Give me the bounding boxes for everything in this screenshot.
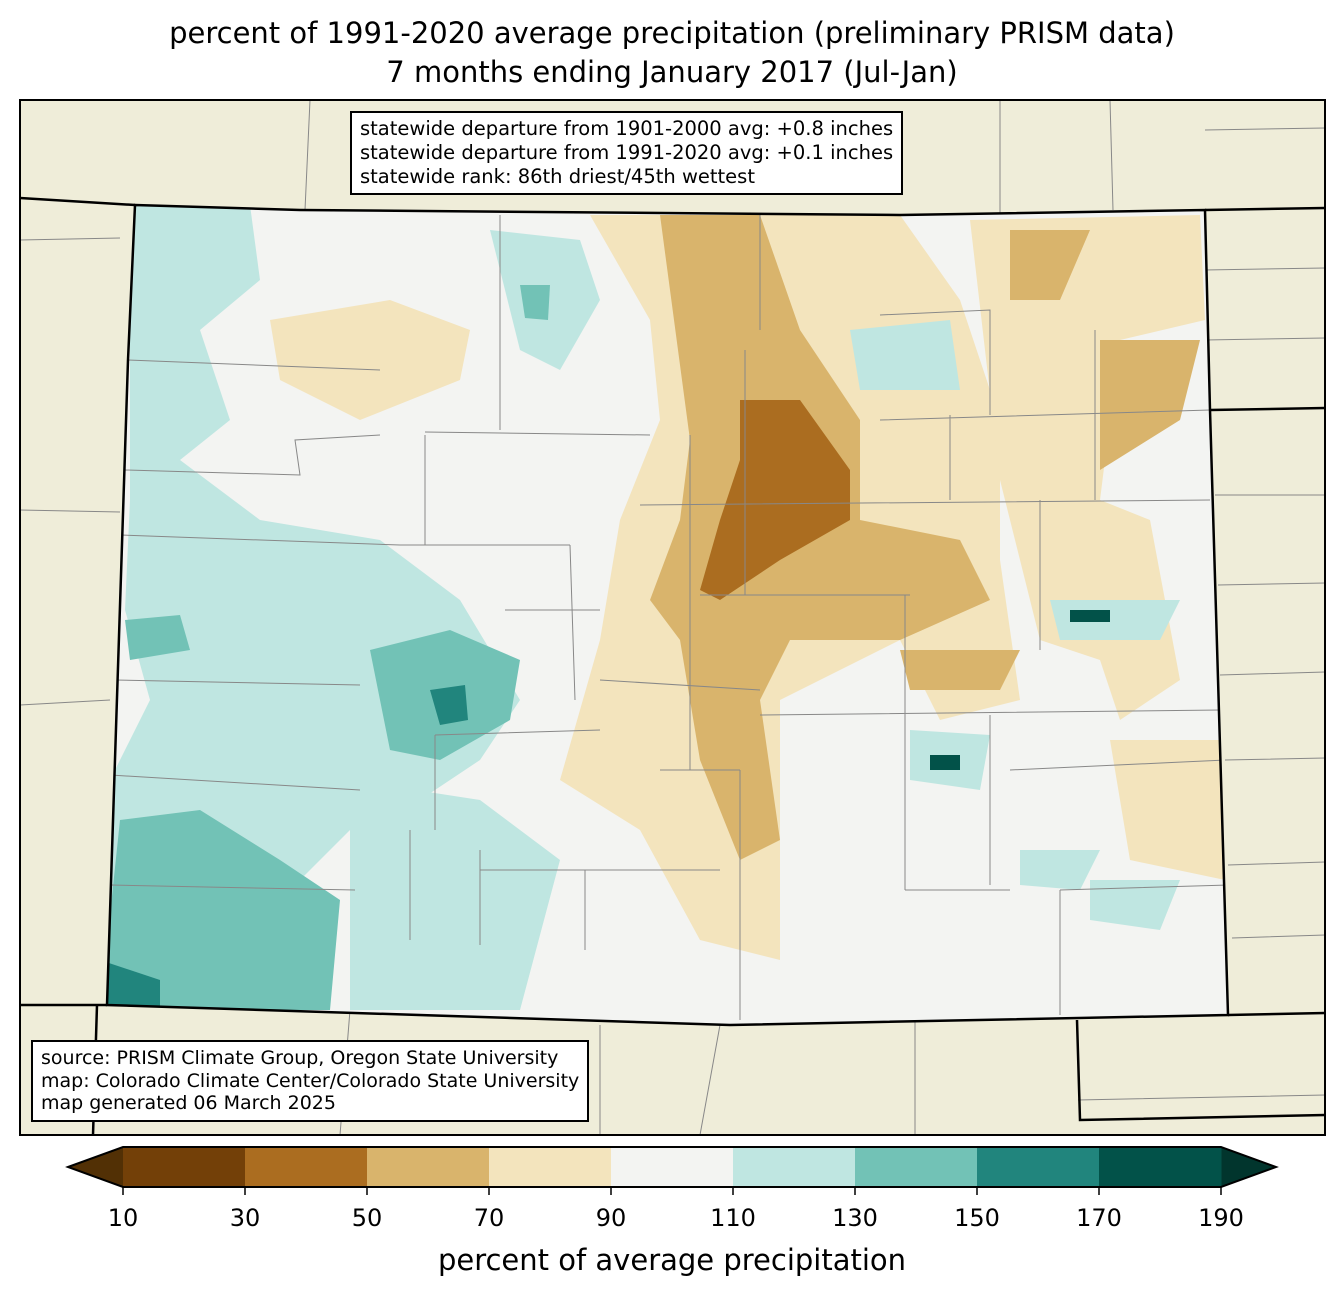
county-boundaries [109,215,1228,1020]
colorbar-tick-label: 190 [1198,1204,1244,1232]
colorbar-tick-label: 10 [107,1204,139,1232]
colorbar-segment [977,1147,1100,1187]
generated-date-line: map generated 06 March 2025 [41,1092,336,1114]
colorbar-label: percent of average precipitation [437,1243,907,1277]
colorbar [65,1146,1279,1195]
colorbar-segment [1099,1147,1222,1187]
colorbar-segment [123,1147,246,1187]
colorbar-segment [489,1147,612,1187]
colorbar-tick-label: 50 [351,1204,383,1232]
colorbar-over-arrow [1221,1147,1276,1187]
colorbar-tick-label: 90 [595,1204,627,1232]
map-frame [19,99,1326,1136]
source-box: source: PRISM Climate Group, Oregon Stat… [31,1040,590,1122]
neighbor-state-counties [20,100,1325,1135]
stats-departure-1991-2020: statewide departure from 1991-2020 avg: … [360,141,894,164]
colorbar-under-arrow [68,1147,123,1187]
colorbar-tick-label: 130 [832,1204,878,1232]
colorbar-tick-label: 70 [473,1204,505,1232]
colorbar-segment [611,1147,734,1187]
map-title: percent of 1991-2020 average precipitati… [169,16,1175,50]
precipitation-field [107,205,1228,1025]
stats-rank: statewide rank: 86th driest/45th wettest [360,165,755,188]
colorado-border [105,203,1230,1027]
source-line: source: PRISM Climate Group, Oregon Stat… [41,1047,559,1069]
colorbar-tick-label: 170 [1076,1204,1122,1232]
colorbar-segment [245,1147,368,1187]
colorbar-tick-label: 150 [954,1204,1000,1232]
colorbar-segment [367,1147,490,1187]
colorbar-segment [733,1147,856,1187]
statewide-stats-box: statewide departure from 1901-2000 avg: … [350,111,904,195]
map-subtitle: 7 months ending January 2017 (Jul-Jan) [386,55,958,89]
colorbar-tick-label: 110 [710,1204,756,1232]
map-credit-line: map: Colorado Climate Center/Colorado St… [41,1069,580,1092]
colorbar-segment [855,1147,978,1187]
state-borders [20,196,1325,1135]
stats-departure-1901-2000: statewide departure from 1901-2000 avg: … [360,117,894,140]
colorbar-tick-label: 30 [229,1204,261,1232]
